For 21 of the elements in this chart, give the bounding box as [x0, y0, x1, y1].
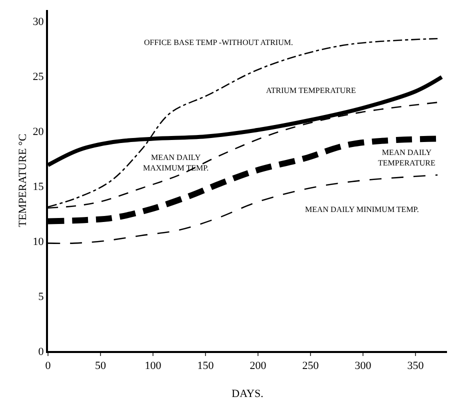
y-tick-label: 20 — [32, 126, 44, 138]
y-tick-label: 5 — [38, 290, 44, 303]
series-label: ATRIUM TEMPERATURE — [266, 86, 356, 95]
x-axis-title: DAYS. — [232, 388, 264, 400]
x-tick-label: 350 — [407, 360, 424, 372]
series-label: OFFICE BASE TEMP -WITHOUT ATRIUM. — [144, 38, 293, 47]
y-axis-title: TEMPERATURE °C — [16, 134, 29, 228]
x-tick-label: 150 — [197, 360, 214, 372]
series-label: MEAN DAILY MINIMUM TEMP. — [305, 205, 419, 214]
x-tick-label: 200 — [250, 360, 267, 372]
y-tick-label: 10 — [32, 236, 44, 248]
y-tick-label: 25 — [32, 70, 44, 83]
y-tick-label: 30 — [32, 16, 44, 28]
x-tick-label: 50 — [95, 360, 106, 372]
y-tick-label: 0 — [38, 346, 44, 358]
series-label: MEAN DAILY MAXIMUM TEMP. — [143, 153, 209, 172]
x-tick-label: 250 — [302, 360, 320, 372]
x-tick-label: 100 — [144, 360, 162, 372]
x-tick-label: 300 — [354, 360, 372, 372]
y-tick-label: 15 — [32, 180, 44, 193]
series-label: MEAN DAILY TEMPERATURE — [378, 148, 436, 168]
